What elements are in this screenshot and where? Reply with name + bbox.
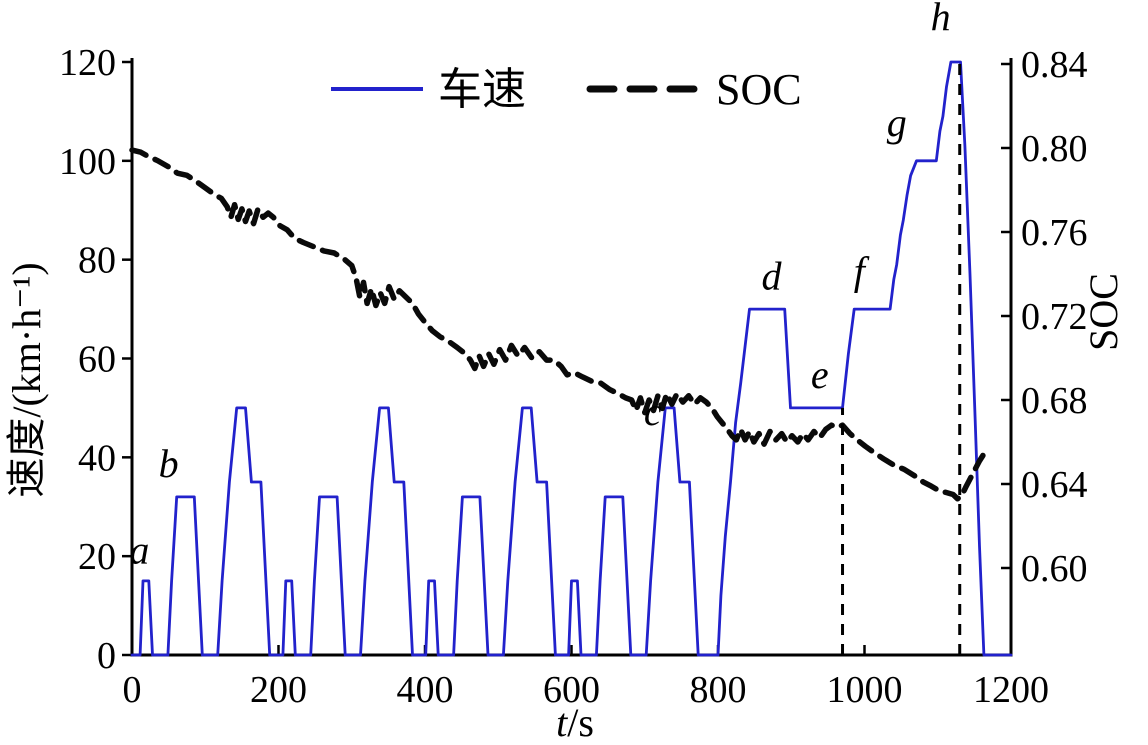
left-axis-title: 速度/(km·h⁻¹) — [4, 262, 49, 497]
legend: 车速 SOC — [331, 65, 802, 114]
right-tick-label: 0.64 — [1021, 464, 1088, 506]
x-tick-label: 600 — [543, 669, 600, 711]
left-tick-label: 80 — [78, 240, 116, 282]
left-tick-label: 20 — [78, 536, 116, 578]
soc-series-line — [129, 147, 989, 502]
legend-speed-label: 车速 — [438, 65, 526, 114]
left-tick-label: 120 — [59, 42, 116, 84]
series-layer — [129, 60, 1013, 657]
annotation-f: f — [854, 248, 870, 293]
left-tick-label: 60 — [78, 339, 116, 381]
x-tick-label: 400 — [397, 669, 454, 711]
x-tick-label: 0 — [123, 669, 142, 711]
annotation-d: d — [761, 253, 782, 298]
right-tick-label: 0.68 — [1021, 380, 1088, 422]
x-tick-label: 1000 — [827, 669, 903, 711]
right-tick-label: 0.84 — [1021, 44, 1088, 86]
left-tick-label: 40 — [78, 437, 116, 479]
speed-series-line — [130, 60, 1013, 657]
annotation-b: b — [159, 441, 179, 486]
axes-layer: 0 200 400 600 800 1000 1200 0 20 40 60 80 100 120 0.60… — [59, 42, 1088, 711]
cutline-layer — [841, 62, 962, 655]
right-axis-title: SOC — [1081, 273, 1126, 351]
left-tick-label: 0 — [97, 635, 116, 677]
legend-soc-label: SOC — [716, 65, 802, 114]
left-tick-label: 100 — [59, 141, 116, 183]
right-tick-label: 0.72 — [1021, 296, 1088, 338]
x-tick-label: 1200 — [973, 669, 1049, 711]
right-tick-label: 0.80 — [1021, 128, 1088, 170]
annotation-h: h — [931, 0, 951, 39]
annotation-e: e — [811, 352, 829, 397]
x-tick-label: 200 — [250, 669, 307, 711]
right-tick-label: 0.76 — [1021, 212, 1088, 254]
right-tick-label: 0.60 — [1021, 548, 1088, 590]
annotation-a: a — [129, 528, 149, 573]
annotation-g: g — [887, 100, 907, 145]
x-axis-title: t/s — [556, 700, 594, 745]
annotation-layer: ab c d e f g h — [129, 0, 950, 573]
x-tick-label: 800 — [690, 669, 747, 711]
annotation-c: c — [644, 389, 662, 434]
